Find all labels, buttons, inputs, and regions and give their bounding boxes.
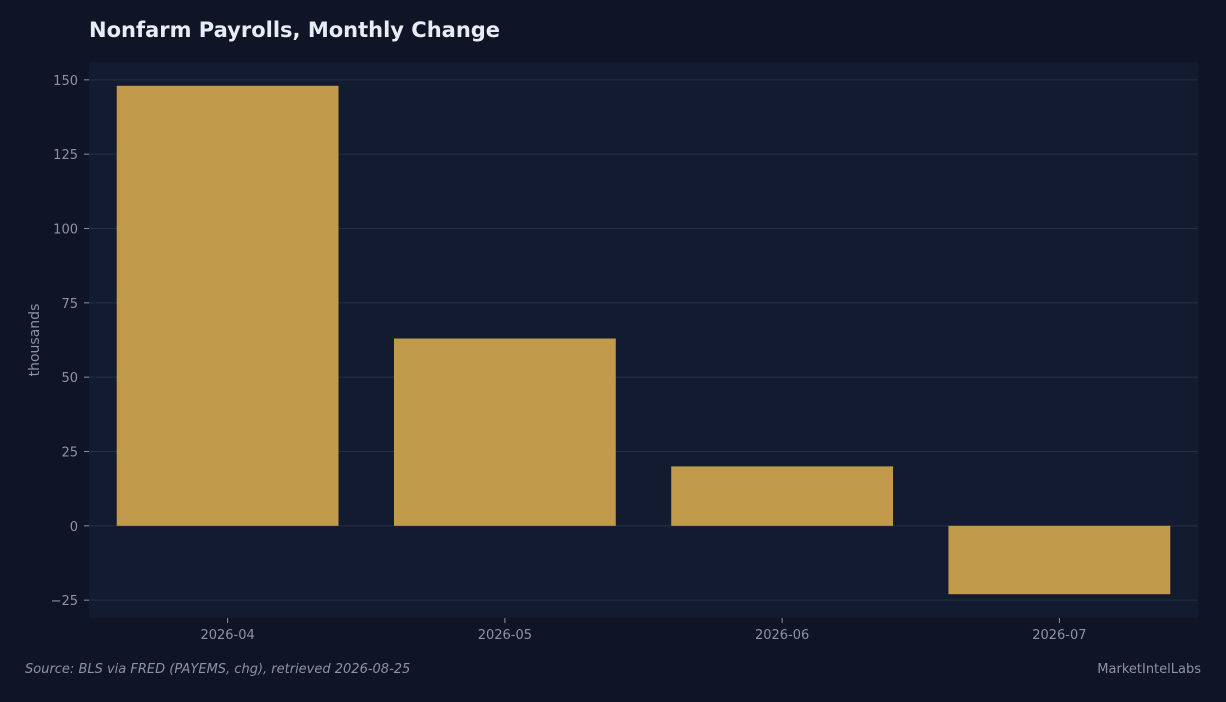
y-tick-label: 100 <box>53 223 78 238</box>
bar-2026-04 <box>116 85 339 526</box>
chart-title: Nonfarm Payrolls, Monthly Change <box>89 18 501 42</box>
x-tick-label: 2026-06 <box>755 628 809 643</box>
source-note: Source: BLS via FRED (PAYEMS, chg), retr… <box>25 662 411 677</box>
x-axis-ticks: 2026-04 2026-05 2026-06 2026-07 <box>200 618 1087 643</box>
y-tick-label: −25 <box>51 594 78 609</box>
y-tick-label: 75 <box>61 297 78 312</box>
x-tick-label: 2026-04 <box>200 628 254 643</box>
brand-label: MarketIntelLabs <box>1097 662 1201 677</box>
bar-2026-07 <box>948 525 1171 595</box>
y-tick-label: 125 <box>53 148 78 163</box>
y-tick-label: 0 <box>70 520 78 535</box>
y-tick-label: 50 <box>61 371 78 386</box>
y-tick-label: 25 <box>61 445 78 460</box>
bar-2026-05 <box>393 338 616 526</box>
bars <box>116 85 1171 595</box>
x-tick-label: 2026-07 <box>1032 628 1086 643</box>
y-axis-ticks: −25 0 25 50 75 100 125 150 <box>51 74 89 609</box>
x-tick-label: 2026-05 <box>478 628 532 643</box>
bar-2026-06 <box>671 466 894 526</box>
y-tick-label: 150 <box>53 74 78 89</box>
